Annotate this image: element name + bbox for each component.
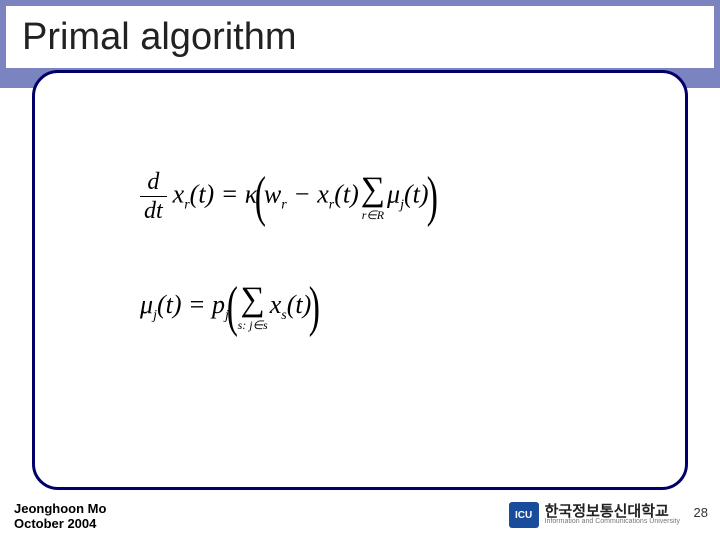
author-date: October 2004 (14, 516, 106, 532)
sigma-block: ∑ r∈R (361, 173, 385, 221)
frac-num: d (140, 170, 167, 197)
sigma-sub: r∈R (361, 209, 385, 221)
arg-t5: (t) (287, 290, 312, 319)
equation-2: μj(t) = pj(∑s: j∈sxs(t)) (140, 283, 580, 331)
frac-den: dt (140, 197, 167, 223)
var-mu: μ (387, 179, 400, 208)
university-logo: ICU 한국정보통신대학교 Information and Communicat… (509, 502, 680, 528)
slide-title: Primal algorithm (22, 16, 297, 59)
author-name: Jeonghoon Mo (14, 501, 106, 517)
arg-t4: (t) (157, 290, 182, 319)
var-xs: x (270, 290, 282, 319)
sigma-block2: ∑ s: j∈s (238, 283, 268, 331)
arg-t3: (t) (404, 179, 429, 208)
page-number: 28 (694, 505, 708, 520)
var-w: w (264, 179, 281, 208)
equation-1: d dt xr(t) = κ(wr − xr(t)∑r∈Rμj(t)) (140, 170, 580, 223)
logo-text: 한국정보통신대학교 Information and Communications… (545, 504, 680, 526)
sigma-symbol2: ∑ (238, 283, 268, 317)
sigma-sub2: s: j∈s (238, 319, 268, 331)
var-mu2: μ (140, 290, 153, 319)
logo-english: Information and Communications Universit… (545, 518, 680, 526)
equals2: = (182, 290, 213, 319)
arg-t2: (t) (334, 179, 359, 208)
var-p: p (212, 290, 225, 319)
minus: − (287, 179, 318, 208)
var-x2: x (317, 179, 329, 208)
fraction-ddt: d dt (140, 170, 167, 223)
equals: = (214, 179, 245, 208)
var-x: x (173, 179, 185, 208)
equations-region: d dt xr(t) = κ(wr − xr(t)∑r∈Rμj(t)) μj(t… (140, 170, 580, 391)
arg-t: (t) (190, 179, 215, 208)
logo-badge: ICU (509, 502, 539, 528)
footer-author-block: Jeonghoon Mo October 2004 (14, 501, 106, 532)
sigma-symbol: ∑ (361, 173, 385, 207)
title-box: Primal algorithm (6, 6, 714, 68)
